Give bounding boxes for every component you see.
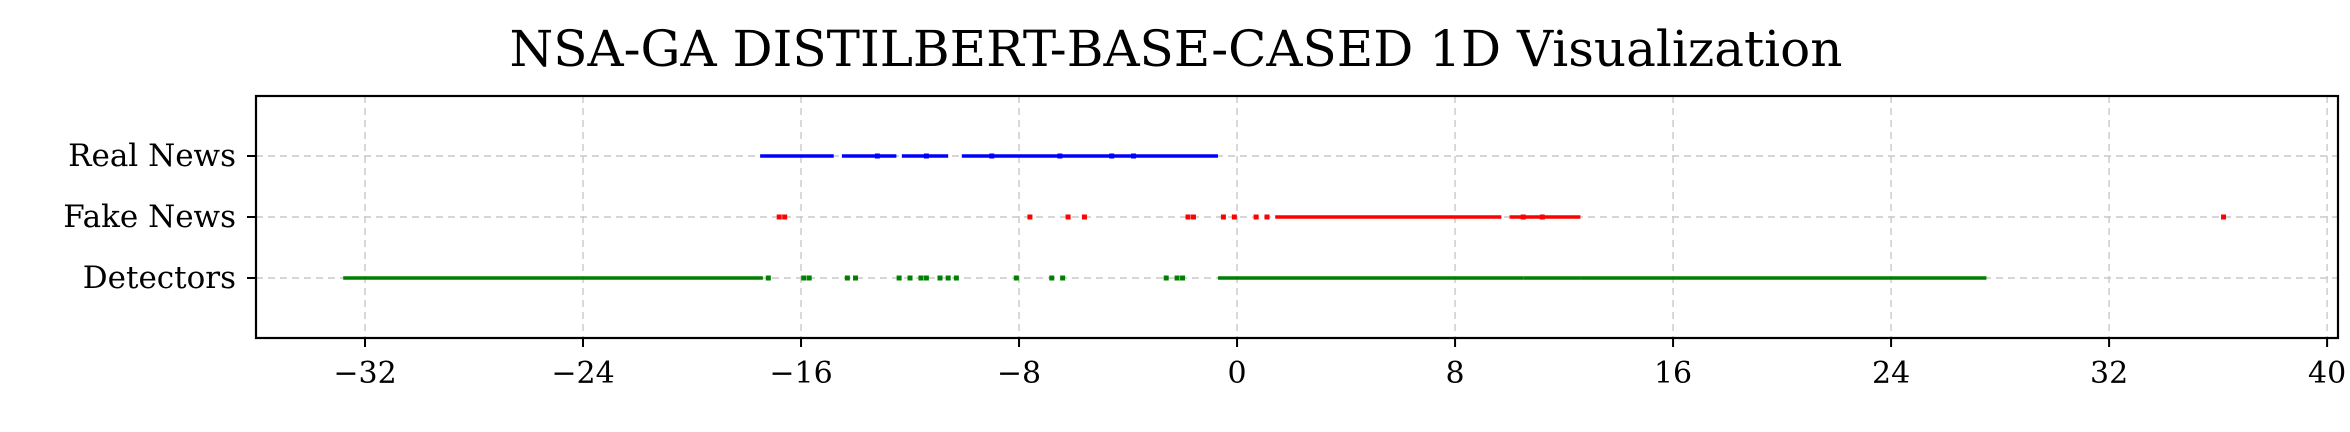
series-detectors [343,275,1987,281]
category-label: Real News [68,138,236,174]
data-point [907,275,913,281]
data-point [1065,214,1071,220]
data-point [1049,275,1055,281]
series-fake-news [776,214,2227,220]
data-point [1081,214,1087,220]
x-tick-label: 24 [1872,356,1910,391]
data-point [1253,214,1259,220]
data-point [1109,153,1115,159]
category-label: Fake News [63,199,236,235]
x-tick-label: 16 [1654,356,1692,391]
data-point [2221,214,2227,220]
data-point [806,275,812,281]
data-point [1060,275,1066,281]
data-point [1180,275,1186,281]
data-point [1539,214,1545,220]
data-point [1174,275,1180,281]
data-point [1190,214,1196,220]
data-point [923,275,929,281]
data-point [1520,214,1526,220]
data-point [918,275,924,281]
data-point [989,153,995,159]
x-tick-label: −8 [997,356,1041,391]
x-tick-label: 32 [2090,356,2128,391]
data-point [1220,214,1226,220]
data-point [1013,275,1019,281]
data-point [945,275,951,281]
x-tick-label: 8 [1446,356,1465,391]
data-point [923,153,929,159]
x-tick-label: −16 [769,356,832,391]
data-point [1163,275,1169,281]
data-point [801,275,807,281]
data-point [765,275,771,281]
category-label: Detectors [83,260,236,296]
chart-title: NSA-GA DISTILBERT-BASE-CASED 1D Visualiz… [510,20,1843,78]
data-point [1185,214,1191,220]
x-tick-label: 40 [2308,356,2346,391]
data-point [896,275,902,281]
data-point [1130,153,1136,159]
data-point [953,275,959,281]
series-real-news [760,153,1218,159]
data-point [1264,214,1270,220]
x-tick-label: −32 [333,356,396,391]
grid [256,96,2338,338]
data-point [937,275,943,281]
data-point [1231,214,1237,220]
data-point [844,275,850,281]
y-axis: Real News Fake News Detectors [63,138,256,296]
data-point [874,153,880,159]
data-point [776,214,782,220]
data-point [782,214,788,220]
data-point [853,275,859,281]
data-point [1057,153,1063,159]
x-tick-label: −24 [551,356,614,391]
x-axis: −32 −24 −16 −8 0 8 16 24 32 40 [333,338,2346,391]
x-tick-label: 0 [1228,356,1247,391]
data-point [1027,214,1033,220]
series-layer [343,153,2227,281]
